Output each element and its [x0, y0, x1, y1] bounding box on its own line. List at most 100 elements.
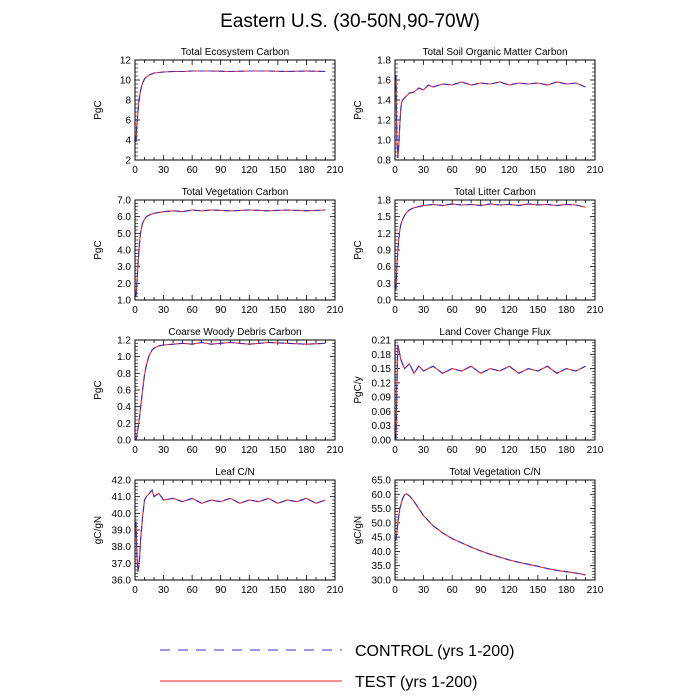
x-tick-label: 150: [270, 305, 287, 316]
y-tick-label: 40.0: [112, 509, 132, 520]
series-line-test: [135, 488, 326, 572]
y-tick-label: 1.2: [377, 116, 391, 127]
panel-title: Coarse Woody Debris Carbon: [168, 327, 301, 338]
y-tick-label: 1.0: [117, 352, 131, 363]
y-tick-label: 42.0: [112, 476, 132, 487]
panel-total-litter-carbon: Total Litter Carbon 0 30 60 90 120 150 180 210 0.…: [353, 187, 604, 316]
y-tick-label: 40.0: [372, 547, 392, 558]
x-tick-label: 30: [158, 585, 170, 596]
y-tick-label: 60.0: [372, 490, 392, 501]
x-tick-label: 180: [298, 305, 315, 316]
x-tick-label: 60: [187, 445, 199, 456]
series-line-test: [135, 341, 326, 441]
x-tick-label: 210: [587, 585, 604, 596]
x-tick-label: 90: [215, 305, 227, 316]
x-tick-label: 0: [132, 165, 138, 176]
panel-title: Total Litter Carbon: [454, 187, 536, 198]
legend-label-test: TEST (yrs 1-200): [355, 674, 477, 691]
series-line-control: [135, 488, 326, 572]
y-tick-label: 4.0: [117, 246, 131, 257]
y-tick-label: 1.8: [377, 56, 391, 67]
x-tick-label: 90: [215, 445, 227, 456]
y-tick-label: 0.0: [377, 296, 391, 307]
x-tick-label: 120: [501, 305, 518, 316]
legend-label-control: CONTROL (yrs 1-200): [355, 643, 514, 660]
y-tick-label: 30.0: [372, 576, 392, 587]
x-tick-label: 30: [418, 165, 430, 176]
panel-land-cover-change-flux: Land Cover Change Flux 0 30 60 90 120 150 180 21…: [353, 327, 604, 456]
x-tick-label: 30: [158, 165, 170, 176]
y-tick-label: 65.0: [372, 476, 392, 487]
x-tick-label: 0: [132, 585, 138, 596]
panel-title: Total Vegetation C/N: [449, 467, 540, 478]
y-tick-label: 12: [120, 56, 132, 67]
y-tick-label: 1.4: [377, 96, 391, 107]
panel-leaf-c-n: Leaf C/N 0 30 60 90 120 150 180 210 36.0 37.0 38.0 3…: [93, 467, 344, 596]
y-tick-label: 1.2: [117, 336, 131, 347]
y-tick-label: 1.8: [377, 196, 391, 207]
y-tick-label: 1.5: [377, 212, 391, 223]
y-tick-label: 0.03: [372, 421, 392, 432]
y-tick-label: 37.0: [112, 559, 132, 570]
plot-frame: [394, 339, 596, 441]
panel-title: Total Ecosystem Carbon: [181, 47, 289, 58]
x-tick-label: 180: [558, 585, 575, 596]
plot-frame: [394, 479, 596, 581]
panel-coarse-woody-debris-carbon: Coarse Woody Debris Carbon 0 30 60 90 120 150 1…: [93, 327, 344, 456]
y-axis-label: PgC: [353, 100, 364, 119]
x-tick-label: 150: [530, 165, 547, 176]
x-tick-label: 120: [241, 305, 258, 316]
y-tick-label: 55.0: [372, 504, 392, 515]
x-tick-label: 0: [132, 305, 138, 316]
y-axis-label: PgC: [353, 240, 364, 259]
panel-title: Total Vegetation Carbon: [182, 187, 289, 198]
y-tick-label: 1.0: [117, 296, 131, 307]
x-tick-label: 210: [327, 585, 344, 596]
y-tick-label: 1.2: [377, 229, 391, 240]
y-tick-label: 41.0: [112, 492, 132, 503]
plot-frame: [134, 199, 336, 301]
x-tick-label: 120: [501, 585, 518, 596]
x-tick-label: 120: [501, 165, 518, 176]
x-tick-label: 120: [501, 445, 518, 456]
y-tick-label: 2: [125, 156, 131, 167]
y-tick-label: 0.21: [372, 336, 392, 347]
y-tick-label: 0.2: [117, 419, 131, 430]
series-line-control: [135, 70, 326, 143]
x-tick-label: 150: [270, 445, 287, 456]
series-line-test: [395, 344, 586, 441]
x-tick-label: 30: [158, 305, 170, 316]
x-tick-label: 90: [475, 165, 487, 176]
panel-title: Total Soil Organic Matter Carbon: [422, 47, 567, 58]
x-tick-label: 180: [298, 165, 315, 176]
x-tick-label: 150: [270, 585, 287, 596]
x-tick-label: 150: [530, 585, 547, 596]
x-tick-label: 210: [327, 165, 344, 176]
series-line-control: [135, 209, 326, 297]
x-tick-label: 0: [392, 165, 398, 176]
x-tick-label: 0: [392, 305, 398, 316]
series-line-test: [395, 203, 586, 289]
y-tick-label: 2.0: [117, 279, 131, 290]
y-tick-label: 0.6: [377, 262, 391, 273]
y-tick-label: 39.0: [112, 526, 132, 537]
y-tick-label: 0.15: [372, 364, 392, 375]
y-tick-label: 0.06: [372, 407, 392, 418]
x-tick-label: 0: [392, 445, 398, 456]
y-tick-label: 5.0: [117, 229, 131, 240]
plot-frame: [134, 59, 336, 161]
y-tick-label: 38.0: [112, 542, 132, 553]
y-tick-label: 6.0: [117, 212, 131, 223]
x-tick-label: 60: [447, 165, 459, 176]
x-tick-label: 120: [241, 165, 258, 176]
series-line-test: [135, 70, 326, 143]
y-tick-label: 0.9: [377, 246, 391, 257]
y-axis-label: PgC: [93, 100, 104, 119]
y-tick-label: 10: [120, 76, 132, 87]
y-tick-label: 36.0: [112, 576, 132, 587]
x-tick-label: 90: [475, 305, 487, 316]
y-tick-label: 0.0: [117, 436, 131, 447]
